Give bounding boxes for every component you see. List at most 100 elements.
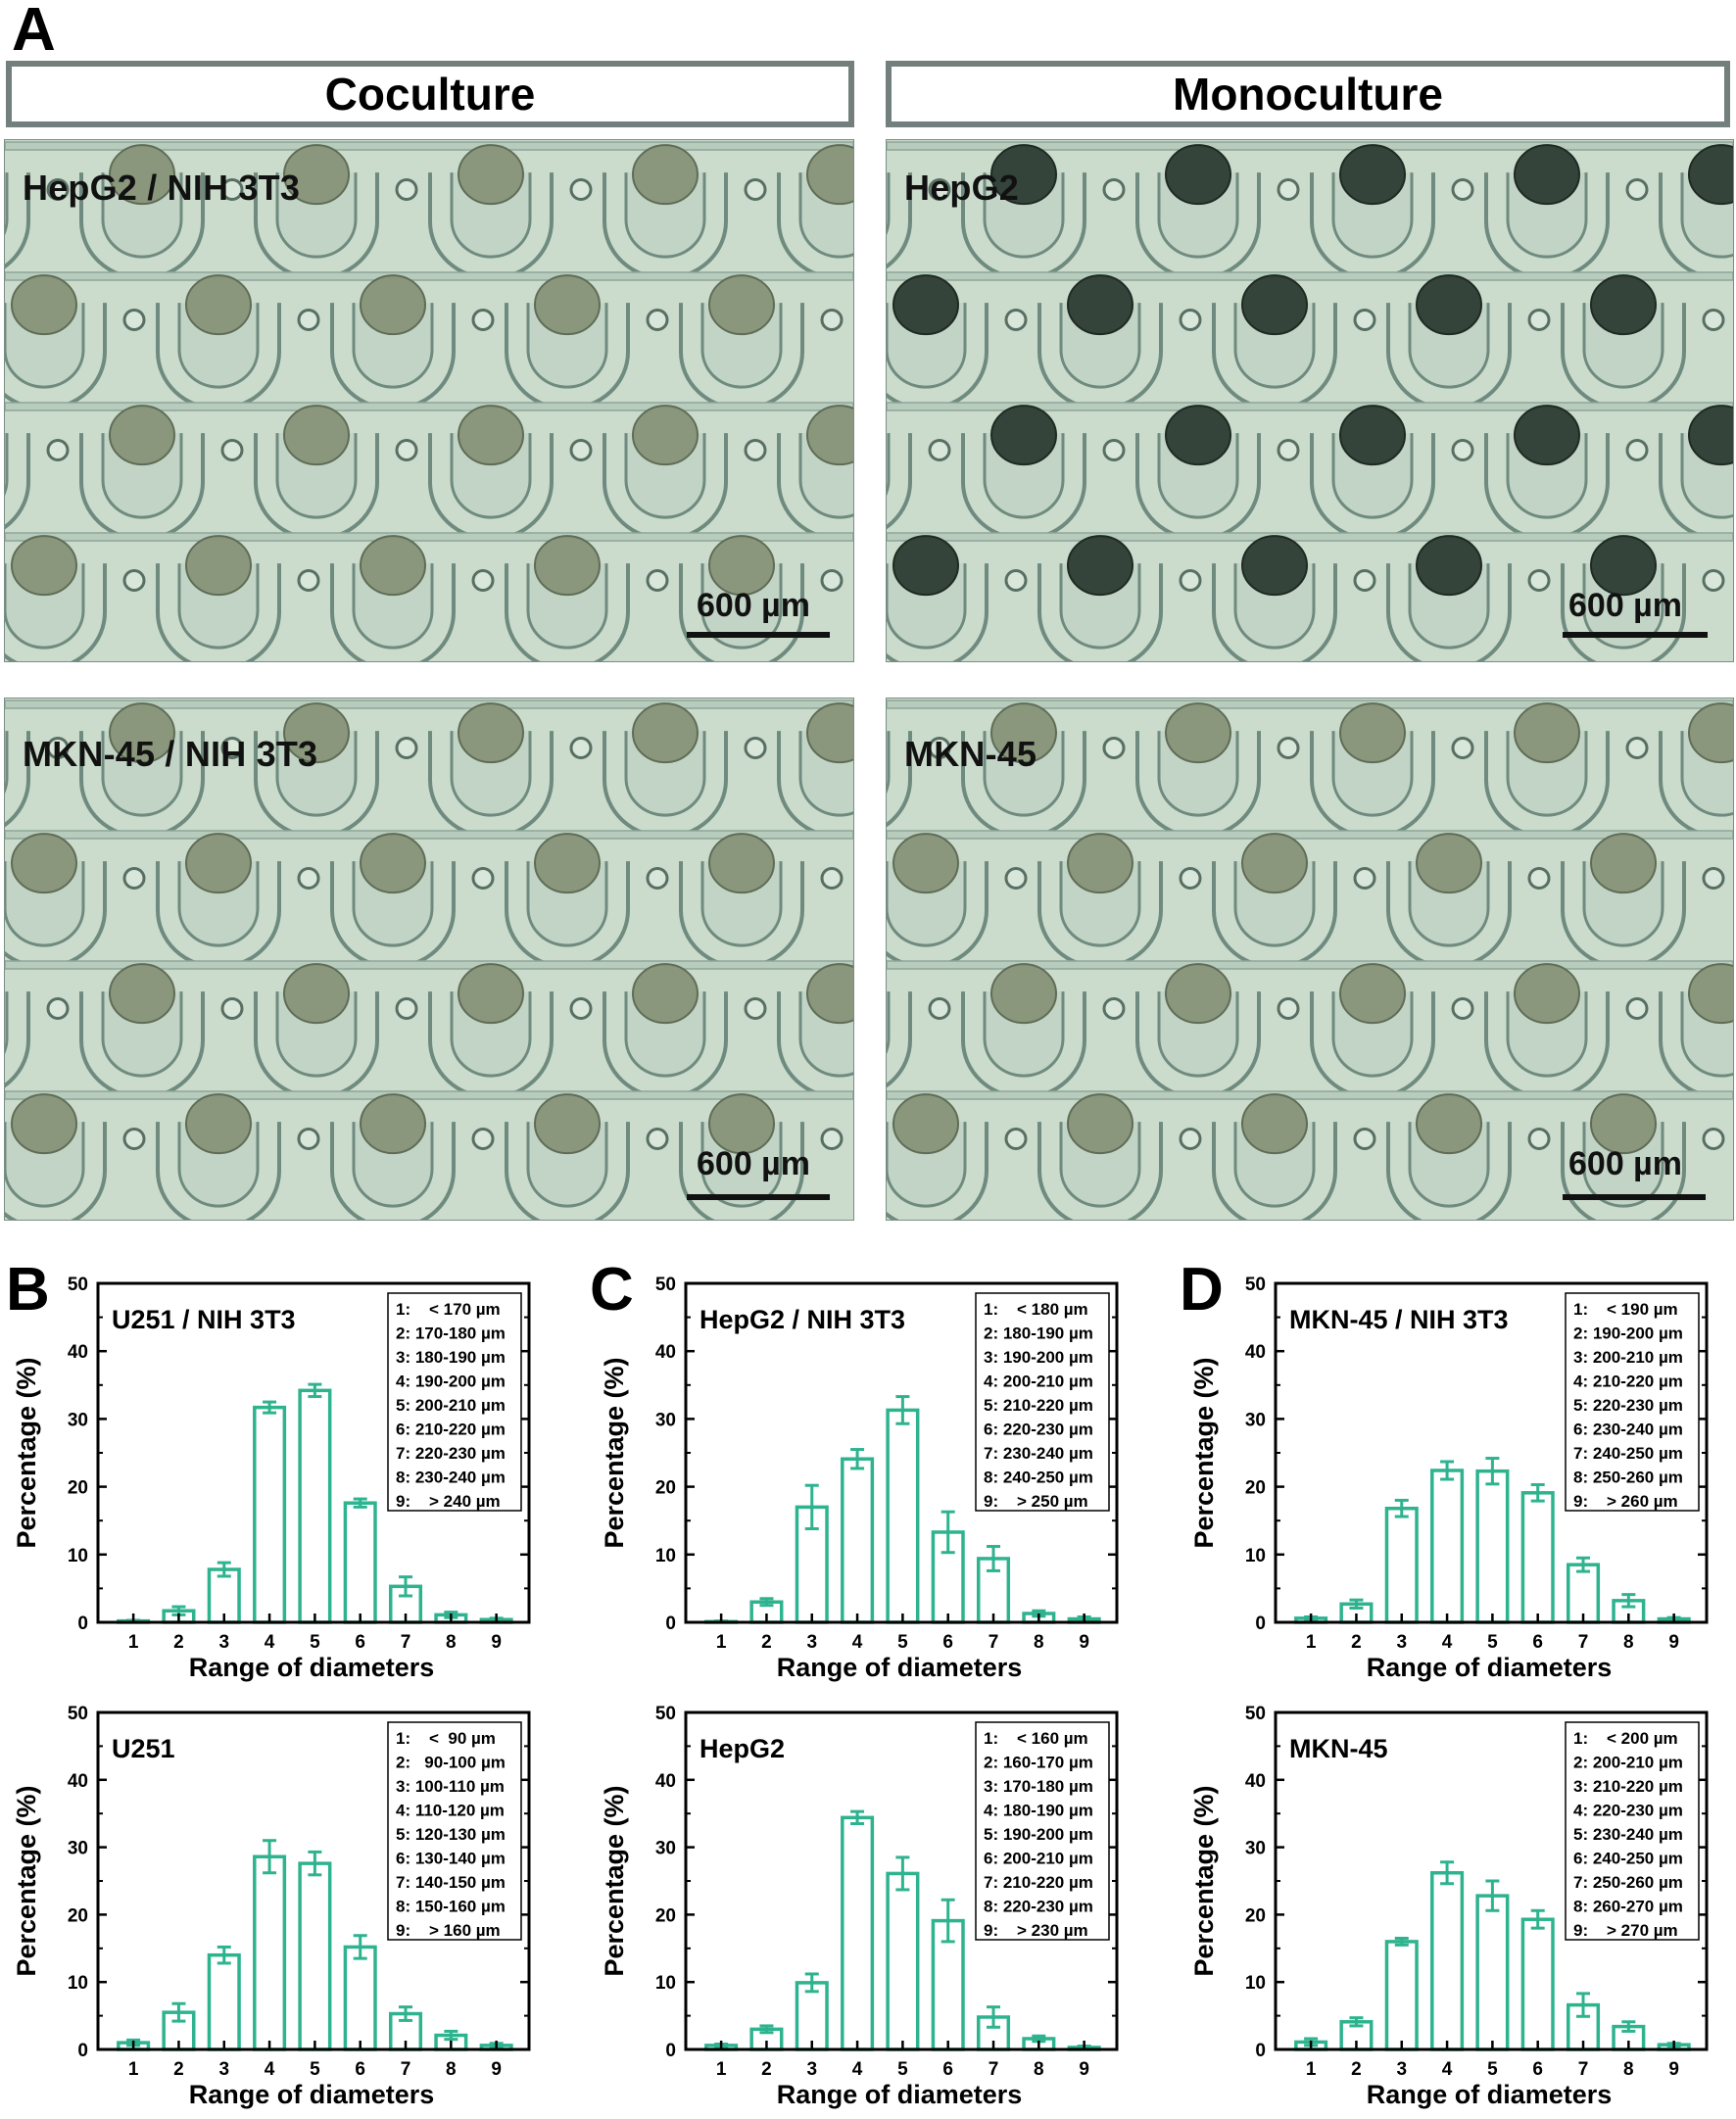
microwell-trap: [505, 535, 669, 661]
x-axis-title: Range of diameters: [1367, 1653, 1613, 1682]
legend-entry: 6: 220-230 µm: [984, 1421, 1093, 1439]
legend-entry: 9: > 270 µm: [1573, 1921, 1678, 1940]
error-bar: [1394, 1498, 1409, 1518]
legend-entry: 5: 210-220 µm: [984, 1396, 1093, 1415]
legend-box: [387, 1292, 522, 1512]
y-tick-label: 10: [1245, 1546, 1266, 1566]
microwell-trap: [1212, 274, 1376, 411]
error-bar: [353, 1497, 367, 1509]
legend-entry: 3: 170-180 µm: [984, 1777, 1093, 1796]
legend-box: [387, 1721, 522, 1941]
microwell-trap: [887, 172, 951, 269]
microwell-trap: [887, 274, 1028, 411]
error-bar: [940, 1510, 955, 1555]
y-tick-label: 10: [68, 1546, 88, 1566]
microwell-trap: [5, 833, 146, 970]
x-tick-label: 2: [761, 2059, 772, 2080]
legend-box: [975, 1292, 1110, 1512]
x-tick-label: 6: [355, 1632, 365, 1653]
error-bar: [399, 2005, 413, 2022]
error-bar: [263, 1400, 277, 1415]
legend-entry: 2: 180-190 µm: [984, 1324, 1093, 1343]
bar: [1430, 1469, 1465, 1624]
x-tick-label: 3: [806, 1632, 817, 1653]
microwell-trap: [5, 991, 70, 1088]
x-tick-label: 5: [310, 1632, 320, 1653]
legend-entry: 2: 90-100 µm: [396, 1754, 506, 1772]
microwell-trap: [505, 1093, 669, 1220]
x-tick-label: 4: [265, 2059, 275, 2080]
microwell-trap: [1135, 963, 1300, 1100]
microwell-trap: [777, 405, 853, 542]
microwell-array-image: [5, 698, 853, 1220]
y-tick-label: 50: [1245, 1275, 1266, 1295]
error-bar: [1485, 1879, 1500, 1912]
error-bar: [759, 2024, 774, 2035]
bar: [1520, 1491, 1555, 1624]
x-tick-label: 3: [218, 1632, 229, 1653]
microwell-trap: [1310, 702, 1474, 840]
microwell-trap: [5, 172, 70, 269]
x-tick-label: 1: [1306, 1632, 1317, 1653]
microwell-trap: [330, 535, 495, 661]
x-axis-title: Range of diameters: [777, 1653, 1023, 1682]
histogram-mkn45: 0 10 20 30 40 50 1 2 3 4 5 6 7 8 9 Range of diameters Pe…: [1178, 1703, 1726, 2119]
microwell-trap: [1310, 405, 1474, 542]
legend-entry: 3: 210-220 µm: [1573, 1777, 1683, 1796]
legend-entry: 5: 120-130 µm: [396, 1825, 506, 1844]
x-tick-label: 3: [806, 2059, 817, 2080]
bar: [253, 1405, 287, 1624]
y-tick-label: 30: [68, 1839, 88, 1859]
microwell-trap: [1135, 405, 1300, 542]
y-tick-label: 50: [68, 1704, 88, 1724]
microwell-trap: [603, 144, 767, 281]
legend-entry: 9: > 160 µm: [396, 1921, 501, 1940]
microwell-trap: [1386, 833, 1551, 970]
legend-entry: 8: 240-250 µm: [984, 1469, 1093, 1487]
legend-entry: 6: 240-250 µm: [1573, 1850, 1683, 1868]
bar: [886, 1408, 920, 1624]
y-tick-label: 40: [1245, 1342, 1266, 1363]
y-tick-label: 40: [655, 1342, 676, 1363]
microwell-trap: [1135, 702, 1300, 840]
bar: [841, 1457, 875, 1624]
micrograph-label: HepG2: [904, 168, 1020, 208]
microwell-trap: [961, 405, 1126, 542]
error-bar: [308, 1850, 322, 1877]
error-bar: [1440, 1460, 1455, 1481]
microwell-trap: [79, 144, 244, 281]
y-tick-label: 40: [1245, 1771, 1266, 1792]
error-bar: [1485, 1457, 1500, 1486]
x-tick-label: 1: [128, 1632, 139, 1653]
legend-entry: 8: 260-270 µm: [1573, 1898, 1683, 1916]
x-tick-label: 7: [401, 1632, 411, 1653]
y-tick-label: 50: [655, 1275, 676, 1295]
y-tick-label: 30: [655, 1839, 676, 1859]
x-tick-label: 9: [1668, 2059, 1679, 2080]
y-tick-label: 30: [68, 1410, 88, 1430]
x-tick-label: 1: [128, 2059, 139, 2080]
microwell-trap: [961, 144, 1126, 281]
x-tick-label: 6: [355, 2059, 365, 2080]
bar: [1520, 1917, 1555, 2051]
x-tick-label: 6: [942, 1632, 953, 1653]
microwell-array-image: [887, 698, 1733, 1220]
y-tick-label: 10: [1245, 1973, 1266, 1994]
legend-entry: 8: 220-230 µm: [984, 1898, 1093, 1916]
x-tick-label: 5: [897, 1632, 908, 1653]
x-tick-label: 6: [1532, 2059, 1543, 2080]
panel-a-letter: A: [12, 0, 56, 64]
legend-entry: 5: 230-240 µm: [1573, 1825, 1683, 1844]
legend-entry: 9: > 230 µm: [984, 1921, 1088, 1940]
x-tick-label: 5: [897, 2059, 908, 2080]
x-tick-label: 2: [1351, 2059, 1362, 2080]
micrograph-mkn45-monoculture: MKN-45 600 µm: [886, 698, 1734, 1221]
microwell-trap: [428, 702, 593, 840]
microwell-trap: [603, 702, 767, 840]
legend-entry: 4: 110-120 µm: [396, 1802, 505, 1820]
micrograph-hepg2-monoculture: HepG2 600 µm: [886, 139, 1734, 662]
y-tick-label: 0: [665, 2041, 676, 2061]
microwell-trap: [1659, 144, 1733, 281]
error-bar: [804, 1483, 819, 1531]
micrograph-label: MKN-45 / NIH 3T3: [23, 734, 318, 774]
